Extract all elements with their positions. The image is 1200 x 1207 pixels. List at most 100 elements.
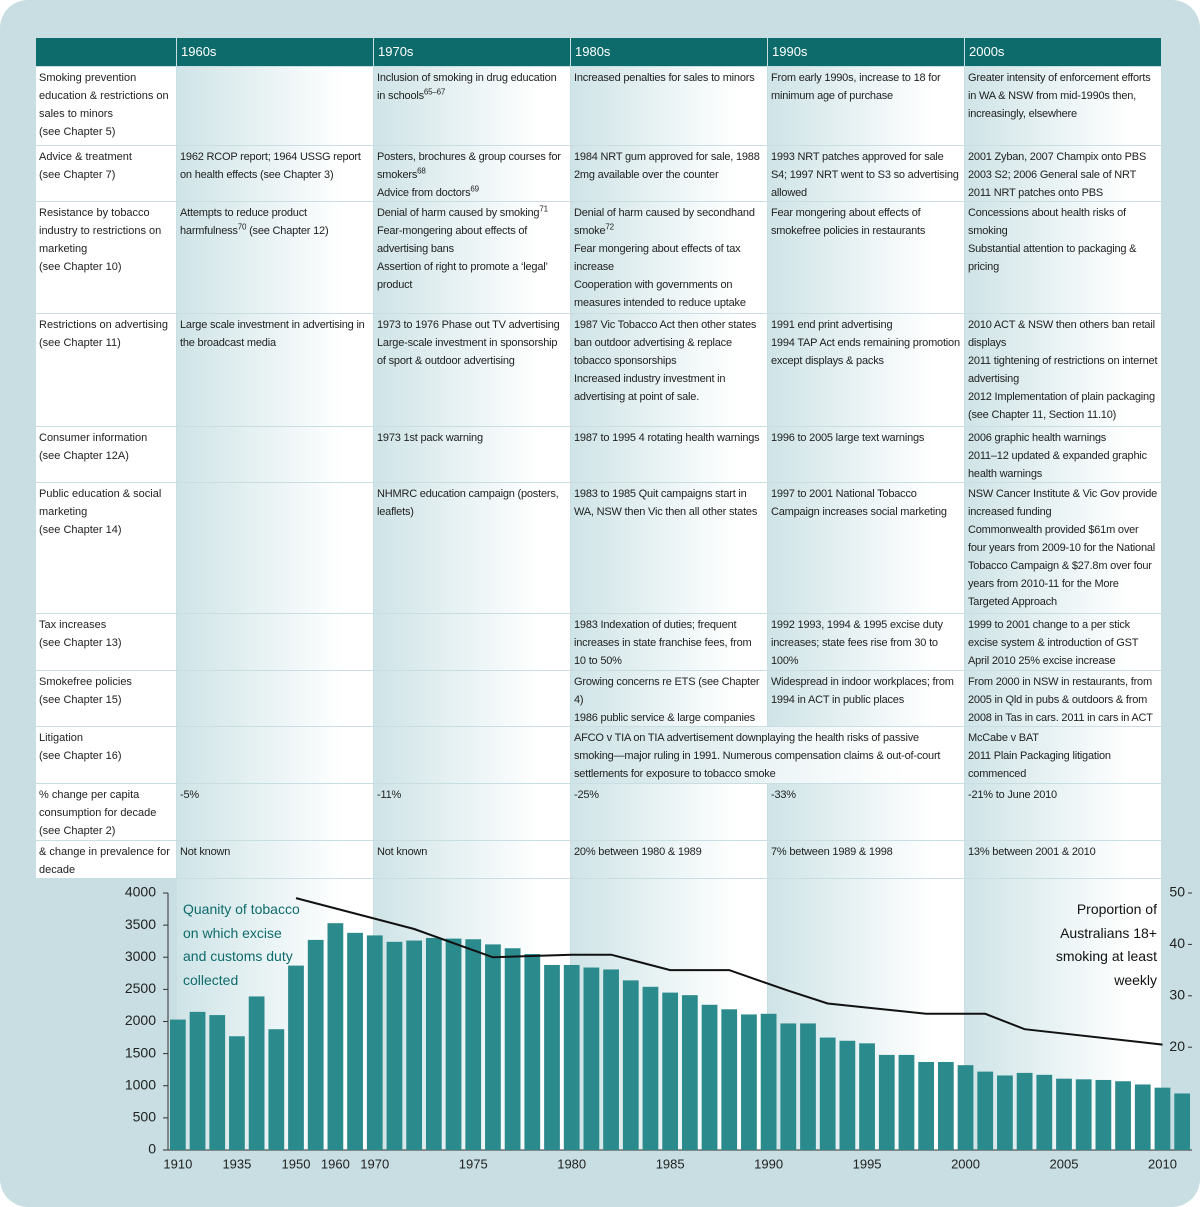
cell-text: 1973 to 1976 Phase out TV advertising [377, 319, 560, 331]
row-ref: (see Chapter 14) [39, 524, 122, 536]
cell-text: Fear mongering about effects of smokefre… [771, 207, 926, 237]
cell-text: 1984 NRT gum approved for sale, 1988 2mg… [574, 151, 760, 181]
x-tick-label: 1935 [222, 1156, 251, 1171]
row-label: Litigation (see Chapter 16) [36, 727, 176, 783]
cell-text: 1996 to 2005 large text warnings [771, 432, 925, 444]
cell-text: 2006 graphic health warnings [968, 432, 1107, 444]
table-cell: From early 1990s, increase to 18 for min… [768, 67, 964, 145]
cell-text: 1962 RCOP report; 1964 USSG report on he… [180, 151, 361, 181]
bar [721, 1009, 738, 1150]
cell-text: Increased penalties for sales to minors [574, 72, 755, 84]
cell-text: -11% [377, 789, 402, 801]
x-tick-label: 1960 [321, 1156, 350, 1171]
cell-text: Large-scale investment in sponsorship of… [377, 337, 558, 367]
bar [524, 954, 541, 1150]
row-label: Smokefree policies (see Chapter 15) [36, 671, 176, 726]
bar [425, 937, 442, 1150]
cell-text: 1993 NRT patches approved for sale S4; 1… [771, 151, 959, 199]
table-cell: Fear mongering about effects of smokefre… [768, 202, 964, 313]
table-cell [374, 671, 570, 726]
header-cell: 2000s [965, 38, 1161, 66]
bar [583, 967, 600, 1150]
y2-tick-label: 20 [1169, 1038, 1185, 1054]
reference: 69 [470, 184, 479, 194]
bar [1115, 1081, 1131, 1150]
cell-text: 20% between 1980 & 1989 [574, 846, 702, 858]
bar [839, 1040, 856, 1150]
table-cell [177, 727, 373, 783]
cell-text: Not known [180, 846, 231, 858]
reference: 70 [237, 222, 247, 232]
table-cell: 1999 to 2001 change to a per stick excis… [965, 614, 1161, 670]
bar [307, 939, 324, 1150]
row-label: & change in prevalence for decade(see Ch… [36, 841, 176, 878]
row-name: Restrictions on advertising [39, 319, 169, 331]
bar [169, 1019, 186, 1150]
table-cell: Large scale investment in advertising in… [177, 314, 373, 426]
row-name: Smoking prevention education & restricti… [39, 72, 169, 120]
bar [819, 1037, 836, 1150]
cell-text: Inclusion of smoking in drug education i… [377, 72, 557, 102]
table-cell: 1997 to 2001 National Tobacco Campaign i… [768, 483, 964, 613]
table-cell: AFCO v TIA on TIA advertisement downplay… [571, 727, 964, 783]
bar [445, 938, 462, 1150]
bar [366, 935, 383, 1150]
bar [386, 941, 403, 1150]
y-tick-label: 2000 [125, 1012, 156, 1028]
table-cell: Denial of harm caused by smoking71 Fear-m… [374, 202, 570, 313]
cell-text: Increased industry investment in adverti… [574, 373, 726, 403]
bar [780, 1023, 797, 1150]
row-ref: (see Chapter 10) [39, 261, 122, 273]
reference: 72 [605, 222, 614, 232]
table-cell [177, 671, 373, 726]
bar [1095, 1079, 1112, 1150]
x-tick-label: 1990 [754, 1156, 783, 1171]
cell-text: 1997 to 2001 National Tobacco Campaign i… [771, 488, 947, 518]
bar [209, 1015, 226, 1150]
table-cell: 1973 1st pack warning [374, 427, 570, 482]
y-tick-label: 2500 [125, 980, 156, 996]
y-tick-label: 500 [133, 1109, 157, 1125]
y2-tick-label: 50 [1169, 884, 1185, 900]
cell-text: 1973 1st pack warning [377, 432, 483, 444]
row-ref: (see Chapter 15) [39, 694, 122, 706]
table-cell: 20% between 1980 & 1989 [571, 841, 767, 878]
bar [288, 965, 304, 1150]
y-tick-label: 3000 [125, 948, 156, 964]
cell-text: 7% between 1989 & 1998 [771, 846, 893, 858]
bar [504, 948, 521, 1150]
table-cell: Growing concerns re ETS (see Chapter 4) 1… [571, 671, 767, 726]
cell-text: 2003 S2; 2006 General sale of NRT [968, 169, 1137, 181]
bar [465, 939, 482, 1150]
y-tick-label: 0 [148, 1141, 156, 1157]
cell-text: 1994 TAP Act ends remaining promotion ex… [771, 337, 960, 367]
cell-text: 2011 NRT patches onto PBS [968, 187, 1104, 199]
line [295, 897, 1163, 1046]
y2-tick-label: 40 [1169, 935, 1185, 951]
bar [760, 1013, 777, 1150]
cell-text: Substantial attention to packaging & pri… [968, 243, 1137, 273]
table-cell: 1987 to 1995 4 rotating health warnings [571, 427, 767, 482]
y-tick-label: 1000 [125, 1076, 156, 1092]
header-cell: 1960s [177, 38, 373, 66]
table-cell: 2006 graphic health warnings 2011–12 upda… [965, 427, 1161, 482]
cell-text: Attempts to reduce product harmfulness70… [180, 204, 370, 240]
row-name: Tax increases [39, 619, 107, 631]
bar [1056, 1078, 1072, 1150]
cell-text: 1987 Vic Tobacco Act then other states b… [574, 319, 757, 367]
table-cell: Widespread in indoor workplaces; from 19… [768, 671, 964, 726]
cell-text: Denial of harm caused by secondhand smok… [574, 207, 755, 237]
x-tick-label: 1975 [459, 1156, 488, 1171]
cell-text: Denial of harm caused by smoking [377, 207, 540, 219]
bar [918, 1061, 935, 1150]
table-cell: 2010 ACT & NSW then others ban retail di… [965, 314, 1161, 426]
cell-text: Posters, brochures & group courses for s… [377, 148, 567, 184]
table-cell: 2001 Zyban, 2007 Champix onto PBS 2003 S2… [965, 146, 1161, 201]
y2-tick-label: 30 [1169, 987, 1185, 1003]
table-cell: Attempts to reduce product harmfulness70… [177, 202, 373, 313]
cell-text: -5% [180, 789, 199, 801]
table-cell: Not known [177, 841, 373, 878]
table-cell: NHMRC education campaign (posters, leafl… [374, 483, 570, 613]
header-cell [36, 38, 176, 66]
table-cell: 1991 end print advertising 1994 TAP Act e… [768, 314, 964, 426]
